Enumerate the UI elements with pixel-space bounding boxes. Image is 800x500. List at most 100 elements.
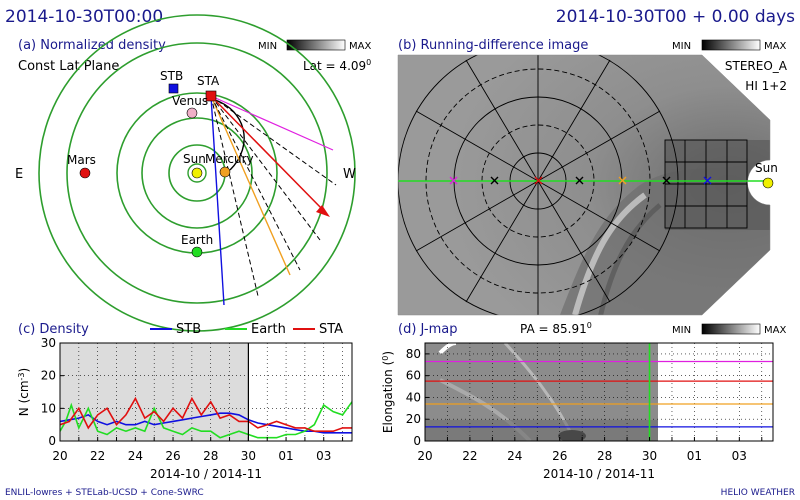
panel-d-xtick: 01 xyxy=(687,449,702,463)
series-sta xyxy=(60,396,352,433)
los-dash-3 xyxy=(210,95,301,271)
sta-label: STA xyxy=(197,74,220,88)
series-earth xyxy=(60,401,352,439)
los-dash-2 xyxy=(210,95,321,241)
panel-c-legend: STB Earth STA xyxy=(150,322,343,337)
panel-b-instrument: STEREO_A xyxy=(725,59,788,73)
legend-label-earth: Earth xyxy=(251,322,286,337)
panel-a-subtitle: Const Lat Plane xyxy=(18,59,119,74)
panel-d-frame xyxy=(424,342,774,442)
jmap-inner-band xyxy=(425,420,658,441)
panel-c-ytick: 30 xyxy=(41,336,56,350)
legend-label-sta: STA xyxy=(319,322,343,337)
stb-marker xyxy=(168,83,179,94)
grid-ray-300 xyxy=(415,110,539,182)
panel-d-xlabel: 2014-10 / 2014-11 xyxy=(543,467,655,481)
panel-c-ytick: 20 xyxy=(41,369,56,383)
panel-c-xtick: 20 xyxy=(52,449,67,463)
grid-ray-30 xyxy=(537,59,611,182)
panel-c-grid xyxy=(60,343,352,441)
panel-a-cbar-min: MIN xyxy=(258,41,277,52)
panel-c-ticks: 0 10 20 30 20 22 24 26 28 30 01 03 xyxy=(41,336,344,463)
panel-c-xtick: 22 xyxy=(90,449,105,463)
panel-c-xtick: 01 xyxy=(278,449,293,463)
grid-ray-210 xyxy=(465,180,539,303)
panel-c-series xyxy=(60,396,352,439)
grid-ray-60 xyxy=(537,110,661,182)
panel-d-xtick: 22 xyxy=(462,449,477,463)
los-orange xyxy=(210,95,291,276)
mercury-marker xyxy=(219,166,231,178)
rdiff-bright-front xyxy=(572,192,647,315)
hi1-grid xyxy=(664,139,748,229)
panel-d-ytick: 20 xyxy=(406,412,421,426)
panel-d-ylabel: Elongation (0) xyxy=(381,351,395,433)
mars-label: Mars xyxy=(67,153,96,167)
panel-d-ytick: 80 xyxy=(406,347,421,361)
pa-markers xyxy=(449,176,712,185)
panel-b-cbar-max: MAX xyxy=(764,41,786,52)
footer-credits: ENLIL-lowres + STELab-UCSD + Cone-SWRC xyxy=(5,488,204,498)
panel-c-title: (c) Density xyxy=(18,322,89,337)
panel-d-xtick: 30 xyxy=(642,449,657,463)
panel-d-ytick: 0 xyxy=(413,434,421,448)
panel-b-sun-label: Sun xyxy=(755,161,778,175)
panel-d: (d) J-map PA = 85.910 MIN MAX 0204060802… xyxy=(381,321,786,481)
panel-c-frame xyxy=(59,342,353,442)
orbit-outer xyxy=(38,14,356,332)
grid-ray-150 xyxy=(537,180,611,303)
panel-c-xtick: 03 xyxy=(316,449,331,463)
panel-d-pa: PA = 85.910 xyxy=(520,321,592,336)
east-label: E xyxy=(15,167,23,182)
panel-d-grid xyxy=(425,343,773,441)
orbit-mars xyxy=(66,42,328,304)
los-red-arrowhead xyxy=(316,205,330,217)
header-right-time: 2014-10-30T00 + 0.00 days xyxy=(556,7,795,27)
panel-c-ylabel: N (cm-3) xyxy=(17,368,31,416)
venus-label: Venus xyxy=(172,94,208,108)
los-red xyxy=(210,95,326,213)
jmap-future xyxy=(658,343,773,441)
panel-d-colorbar xyxy=(701,323,761,335)
panel-d-xtick: 03 xyxy=(732,449,747,463)
sta-marker xyxy=(205,90,217,102)
los-blue xyxy=(210,95,225,306)
rdiff-dark-front xyxy=(597,203,662,315)
los-dash-4 xyxy=(210,95,259,297)
sun-marker xyxy=(191,167,203,179)
panel-c-xtick: 24 xyxy=(128,449,143,463)
mercury-label: Mercury xyxy=(205,152,254,166)
panel-c-xtick: 26 xyxy=(165,449,180,463)
stb-label: STB xyxy=(160,69,183,83)
panel-a-title: (a) Normalized density xyxy=(18,38,166,53)
panel-d-ytick: 60 xyxy=(406,369,421,383)
panel-a-cbar-max: MAX xyxy=(349,41,371,52)
sun-label: Sun xyxy=(183,152,206,166)
panel-d-xtick: 24 xyxy=(507,449,522,463)
legend-label-stb: STB xyxy=(176,322,201,337)
panel-a-colorbar xyxy=(286,39,346,51)
grid-ray-240 xyxy=(415,180,539,252)
grid-ray-120 xyxy=(537,180,661,252)
panel-b-title: (b) Running-difference image xyxy=(398,38,588,53)
panel-c-xlabel: 2014-10 / 2014-11 xyxy=(150,467,262,481)
orbit-venus xyxy=(141,117,253,229)
footer-brand: HELIO WEATHER xyxy=(721,488,795,498)
panel-c-ytick: 0 xyxy=(48,434,56,448)
panel-d-xtick: 20 xyxy=(417,449,432,463)
panel-d-ytick: 40 xyxy=(406,390,421,404)
panel-a: (a) Normalized density Const Lat Plane M… xyxy=(15,14,371,332)
earth-label: Earth xyxy=(181,233,213,247)
earth-marker xyxy=(191,246,203,258)
sun-ring xyxy=(187,163,207,183)
panel-d-cbar-min: MIN xyxy=(672,325,691,336)
panel-c-ytick: 10 xyxy=(41,401,56,415)
panel-d-title: (d) J-map xyxy=(398,322,457,337)
west-label: W xyxy=(343,167,356,182)
panel-d-reference-lines xyxy=(425,360,773,428)
los-dash-1 xyxy=(210,95,337,186)
panel-b-cbar-min: MIN xyxy=(672,41,691,52)
grid-ray-330 xyxy=(465,59,539,182)
